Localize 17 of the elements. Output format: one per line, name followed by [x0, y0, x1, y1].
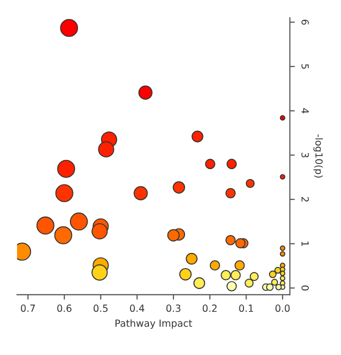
x-tick-label: 0.0	[275, 304, 290, 312]
x-tick-label: 0.5	[94, 304, 108, 312]
x-tick-label: 0.2	[202, 304, 217, 312]
y-tick-label: 4	[302, 108, 309, 114]
x-tick-label: 0.7	[20, 304, 35, 312]
y-tick-label: 6	[301, 20, 309, 25]
x-tick-label: 0.6	[57, 304, 72, 312]
y-axis-title: -log10(p)	[313, 134, 323, 178]
x-tick-label: 0.4	[130, 304, 144, 312]
y-tick-label: 2	[302, 197, 309, 202]
y-tick-label: 0	[301, 286, 309, 290]
y-tick-label: 5	[301, 64, 309, 69]
x-axis-title: Pathway Impact	[116, 319, 192, 329]
y-tick-label: 1	[302, 242, 309, 246]
y-tick-label: 3	[301, 152, 309, 158]
x-tick-label: 0.1	[239, 304, 254, 312]
x-tick-label: 0.3	[166, 304, 180, 312]
